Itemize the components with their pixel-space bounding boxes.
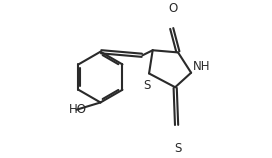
Text: S: S — [174, 142, 182, 155]
Text: NH: NH — [193, 60, 211, 73]
Text: S: S — [143, 79, 151, 92]
Text: HO: HO — [69, 103, 86, 116]
Text: O: O — [168, 2, 178, 15]
